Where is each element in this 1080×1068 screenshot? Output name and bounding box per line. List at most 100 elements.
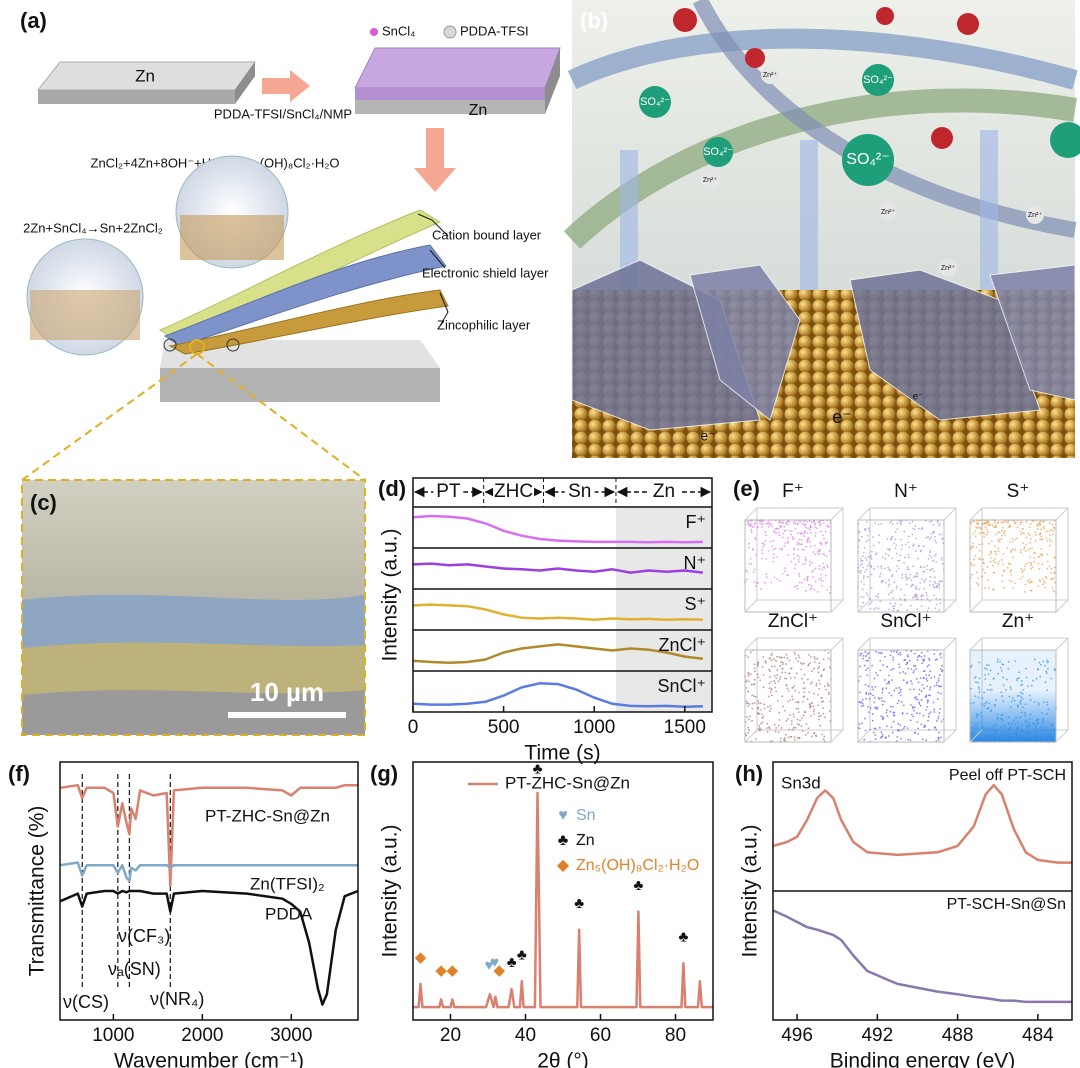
ion-dot: [798, 575, 801, 577]
ion-dot: [880, 567, 883, 570]
ion-dot: [820, 700, 823, 703]
ion-dot: [752, 526, 755, 528]
ion-dot: [921, 658, 924, 661]
ion-dot: [812, 551, 815, 553]
ion-dot: [796, 541, 799, 544]
ion-dot: [894, 547, 897, 550]
series-label: PDDA: [265, 904, 313, 923]
ion-dot: [809, 661, 812, 664]
ion-dot: [905, 583, 908, 586]
ion-dot: [925, 695, 928, 698]
ion-dot: [1036, 668, 1039, 670]
ion-dot: [899, 653, 902, 656]
ion-dot: [876, 707, 878, 710]
ion-dot: [899, 724, 902, 727]
x-axis-label: Binding energy (eV): [830, 1050, 1016, 1068]
ion-dot: [970, 664, 973, 667]
ion-dot: [865, 691, 868, 694]
ion-dot: [753, 678, 756, 681]
ion-dot: [904, 725, 906, 728]
ion-dot: [865, 568, 868, 571]
ion-dot: [989, 561, 992, 563]
ion-dot: [859, 675, 862, 678]
ion-dot: [766, 722, 769, 725]
ion-dot: [907, 535, 910, 538]
ion-dot: [798, 572, 800, 575]
ion-dot: [1047, 667, 1049, 670]
scale-bar: [228, 712, 346, 718]
ion-dot: [797, 711, 800, 714]
ion-dot: [1029, 713, 1032, 716]
ion-dot: [753, 581, 756, 584]
ion-dot: [1006, 521, 1008, 524]
ion-dot: [895, 569, 898, 572]
ion-dot: [1039, 532, 1042, 534]
ion-dot: [775, 726, 778, 729]
ion-dot: [970, 731, 973, 734]
ion-dot: [1006, 546, 1009, 549]
ion-dot: [1027, 685, 1029, 688]
ion-dot: [1046, 672, 1048, 675]
assignment-label: ν(NR₄): [150, 989, 204, 1009]
ion-dot: [790, 735, 793, 738]
ion-dot: [985, 668, 988, 671]
ion-dot: [977, 520, 979, 522]
ion-dot: [984, 674, 987, 676]
ion-dot: [870, 564, 873, 567]
ion-dot: [814, 532, 817, 535]
ion-dot: [812, 705, 815, 708]
ion-dot: [774, 527, 777, 530]
ion-dot: [1045, 530, 1048, 533]
ion-dot: [796, 543, 799, 546]
ion-dot: [746, 571, 749, 573]
polyhedra: [849, 269, 1041, 421]
ion-dot: [757, 706, 760, 709]
ion-dot: [906, 568, 909, 571]
ion-dot: [1036, 723, 1039, 725]
ion-dot: [1052, 526, 1055, 529]
slab-label: Zn: [469, 102, 488, 119]
ion-dot: [783, 677, 786, 680]
ion-dot: [1053, 566, 1056, 569]
ion-dot: [1015, 734, 1018, 737]
ion-dot: [767, 549, 770, 552]
ion-dot: [970, 702, 972, 705]
ion-dot: [880, 731, 883, 734]
ion-dot: [756, 526, 759, 529]
ion-dot: [787, 554, 790, 556]
ion-dot: [798, 538, 801, 541]
ion-dot: [791, 695, 794, 698]
ion-dot: [872, 694, 874, 697]
x-tick-label: 496: [781, 1025, 813, 1046]
ion-dot: [867, 659, 869, 662]
ion-dot: [772, 539, 775, 542]
ion-dot: [823, 668, 826, 671]
ion-dot: [1050, 567, 1053, 570]
ion-dot: [930, 677, 933, 679]
ion-dot: [935, 597, 938, 600]
ion-dot: [874, 734, 877, 736]
ion-dot: [933, 570, 936, 573]
ion-dot: [859, 665, 861, 668]
ion-dot: [870, 692, 872, 695]
ion-dot: [986, 566, 989, 568]
ion-dot: [808, 520, 811, 523]
ion-dot: [796, 532, 799, 535]
ion-dot: [807, 536, 810, 539]
ion-dot: [974, 695, 977, 698]
ion-dot: [864, 729, 867, 732]
region-label: ZHC: [494, 481, 533, 502]
ion-dot: [1025, 562, 1028, 565]
ion-dot: [799, 520, 802, 523]
layer-label: Cation bound layer: [432, 227, 542, 242]
ion-dot: [905, 543, 907, 546]
ion-dot: [900, 737, 903, 740]
ion-dot: [794, 585, 796, 588]
ion-dot: [1007, 728, 1010, 731]
ion-dot: [1013, 699, 1016, 702]
ion-dot: [1022, 688, 1025, 691]
cube-edge: [830, 729, 844, 743]
cube-face: [969, 519, 1057, 613]
ion-dot: [828, 693, 830, 696]
ion-dot: [1040, 547, 1043, 550]
